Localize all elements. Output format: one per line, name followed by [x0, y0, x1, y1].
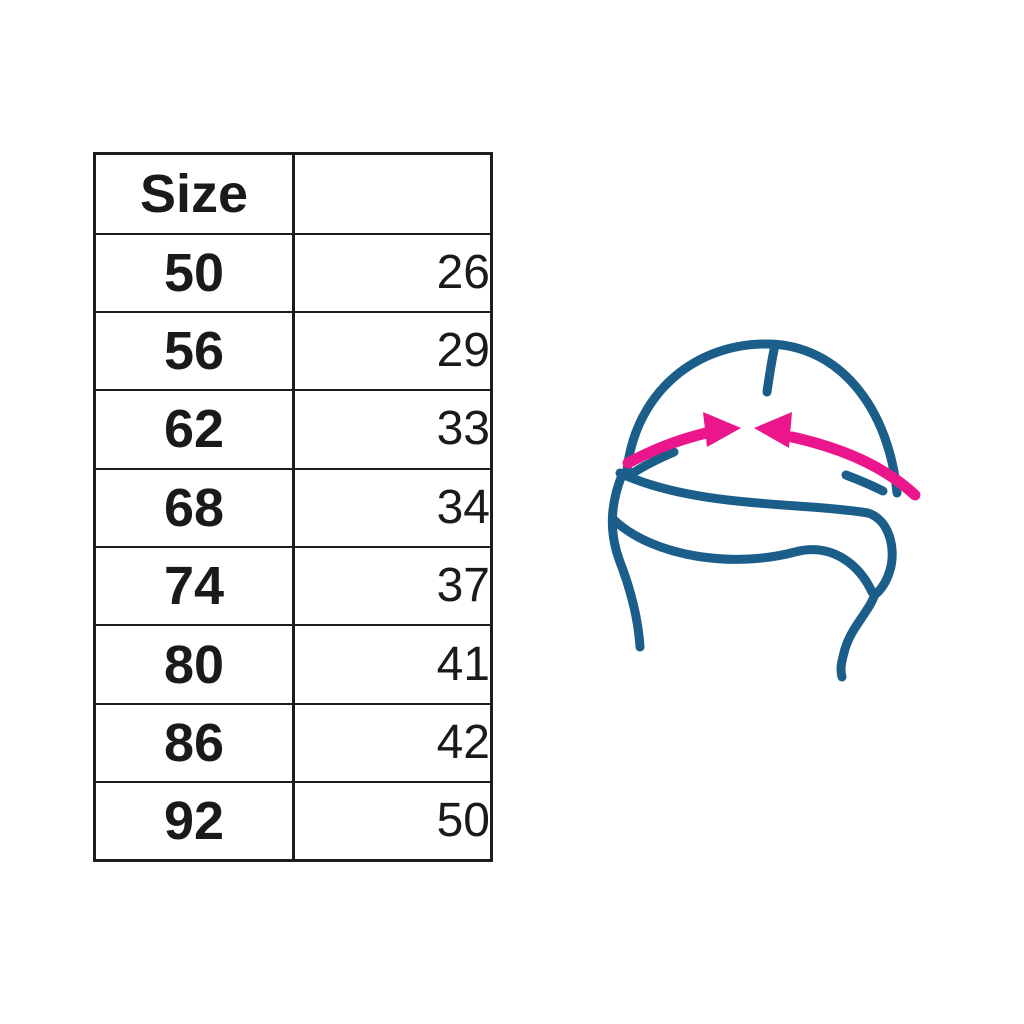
measure-arrow-left-head-icon — [703, 412, 741, 447]
table-header-row: Size — [93, 152, 493, 235]
size-cell: 86 — [93, 702, 295, 784]
size-cell: 92 — [93, 781, 295, 862]
table-row: 80 41 — [93, 624, 493, 705]
table-row: 56 29 — [93, 310, 493, 392]
table-row: 50 26 — [93, 232, 493, 313]
value-cell: 29 — [292, 310, 493, 392]
size-cell: 50 — [93, 232, 295, 313]
measure-arrow-left-shaft — [622, 427, 712, 469]
measure-arrow-right-shaft — [786, 431, 921, 501]
value-cell: 50 — [292, 781, 493, 862]
table-row: 68 34 — [93, 467, 493, 549]
hat-right-tie-line — [836, 589, 880, 682]
value-cell: 33 — [292, 389, 493, 470]
hat-band-top-line — [615, 468, 897, 598]
size-cell: 74 — [93, 546, 295, 627]
hat-crown-line — [622, 339, 902, 498]
table-row: 74 37 — [93, 546, 493, 627]
hat-outline — [607, 339, 902, 682]
value-cell: 41 — [292, 624, 493, 705]
table-row: 92 50 — [93, 781, 493, 862]
table-row: 62 33 — [93, 389, 493, 470]
size-cell: 62 — [93, 389, 295, 470]
hat-top-seam-line — [762, 345, 779, 397]
size-cell: 80 — [93, 624, 295, 705]
table-row: 86 42 — [93, 702, 493, 784]
value-cell: 42 — [292, 702, 493, 784]
hat-left-fold-line — [628, 447, 679, 478]
hat-left-tie-line — [607, 470, 645, 652]
hat-right-fold-line — [841, 470, 888, 496]
value-cell: 37 — [292, 546, 493, 627]
size-cell: 68 — [93, 467, 295, 549]
value-cell: 26 — [292, 232, 493, 313]
measure-arrow-right-head-icon — [754, 412, 792, 448]
hat-band-bottom-line — [609, 515, 877, 597]
value-column-header — [292, 152, 493, 235]
size-table: Size 50 26 56 29 62 33 68 34 74 — [93, 152, 493, 863]
value-cell: 34 — [292, 467, 493, 549]
size-cell: 56 — [93, 310, 295, 392]
measure-arrows — [622, 412, 921, 501]
size-column-header: Size — [93, 152, 295, 235]
